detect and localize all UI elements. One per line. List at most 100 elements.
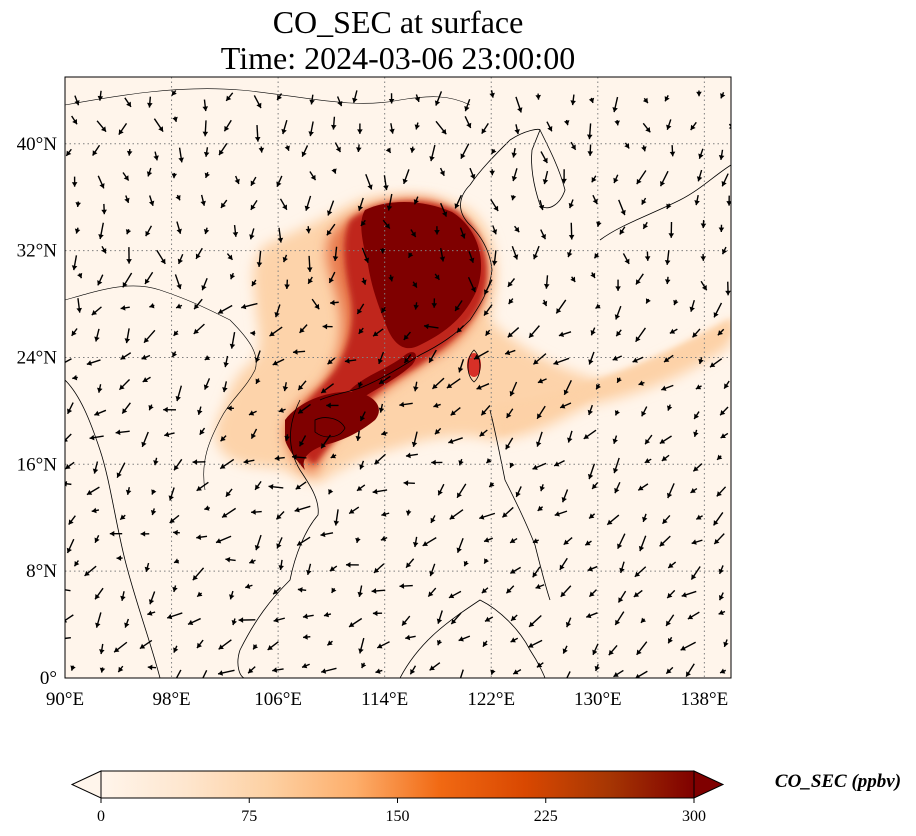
wind-arrow — [637, 483, 649, 491]
wind-arrow — [430, 515, 436, 524]
wind-arrow — [698, 148, 704, 159]
wind-arrow — [357, 123, 363, 134]
wind-arrow — [429, 144, 436, 162]
wind-arrow — [122, 172, 130, 181]
wind-arrow — [357, 197, 364, 211]
wind-arrow — [298, 435, 307, 447]
wind-arrow — [331, 168, 337, 174]
wind-arrow — [713, 533, 725, 545]
wind-arrow — [94, 409, 107, 416]
wind-arrow — [591, 482, 599, 490]
wind-arrow — [509, 462, 515, 469]
wind-arrow — [401, 615, 411, 626]
wind-arrow — [528, 614, 542, 628]
wind-arrow — [666, 589, 676, 599]
wind-arrow — [172, 116, 178, 123]
wind-arrow — [661, 384, 674, 391]
wind-arrow — [175, 385, 183, 402]
wind-arrow — [215, 535, 232, 544]
wind-arrow — [147, 610, 156, 616]
wind-arrow — [301, 145, 309, 157]
wind-arrow — [305, 226, 312, 234]
wind-arrow — [150, 508, 157, 516]
wind-arrow — [459, 227, 466, 239]
wind-arrow — [334, 142, 342, 153]
wind-arrow — [153, 457, 159, 466]
wind-arrow — [429, 563, 436, 577]
wind-arrow — [326, 200, 335, 216]
wind-arrow — [509, 537, 518, 544]
wind-arrow — [690, 487, 698, 494]
wind-arrow — [505, 408, 514, 419]
wind-arrow — [173, 558, 180, 564]
wind-arrow — [459, 669, 464, 678]
wind-arrow — [586, 123, 593, 140]
wind-arrow — [253, 95, 262, 109]
wind-arrow — [532, 245, 540, 260]
wind-arrow — [169, 514, 180, 524]
wind-arrow — [559, 402, 572, 409]
wind-arrow — [65, 614, 74, 623]
wind-arrow — [507, 278, 516, 288]
wind-arrow — [456, 325, 465, 333]
wind-arrow — [464, 116, 472, 129]
wind-arrow — [241, 302, 258, 310]
wind-arrow — [195, 247, 203, 260]
colorbar-ticks: 0 75 150 225 300 — [97, 798, 706, 825]
wind-arrow — [664, 250, 671, 265]
wind-arrow — [457, 359, 465, 373]
wind-arrow — [220, 199, 228, 209]
wind-arrow — [333, 509, 340, 526]
wind-arrow — [536, 431, 543, 447]
wind-arrow — [248, 410, 257, 416]
wind-arrow — [485, 457, 492, 464]
wind-arrow — [434, 427, 442, 435]
wind-arrow — [614, 481, 621, 494]
wind-arrow — [204, 172, 210, 179]
wind-arrow — [96, 120, 107, 133]
coastline-indochina — [237, 399, 319, 678]
wind-arrow — [505, 437, 514, 450]
wind-arrow — [86, 486, 100, 496]
wind-arrow — [311, 298, 320, 310]
wind-arrow — [619, 561, 625, 574]
wind-arrow — [482, 640, 488, 648]
wind-arrow — [405, 452, 418, 459]
wind-arrow — [166, 612, 183, 620]
wind-arrow — [322, 323, 333, 330]
wind-arrow — [464, 99, 471, 112]
x-tick-label: 114°E — [361, 689, 408, 710]
wind-arrow — [642, 513, 648, 523]
wind-arrow — [147, 664, 157, 671]
wind-arrow — [65, 481, 72, 487]
wind-arrow — [662, 514, 671, 525]
wind-arrow — [403, 480, 415, 486]
wind-arrow — [467, 276, 476, 293]
wind-arrow — [528, 325, 540, 339]
co-sec-plume — [215, 194, 731, 483]
wind-arrow — [719, 668, 727, 674]
wind-arrow — [483, 304, 493, 316]
wind-arrow — [632, 356, 644, 363]
wind-arrow — [595, 303, 601, 310]
wind-arrow — [435, 120, 447, 135]
wind-arrow — [251, 279, 257, 287]
wind-arrow — [71, 176, 78, 187]
wind-arrow — [274, 455, 285, 461]
wind-arrow — [634, 670, 648, 678]
wind-arrow — [695, 384, 702, 390]
wind-arrow — [696, 90, 702, 97]
wind-arrow — [332, 246, 339, 261]
wind-arrow — [148, 195, 155, 207]
wind-arrow — [618, 199, 626, 216]
wind-arrow — [665, 614, 675, 627]
wind-arrow — [515, 96, 523, 113]
wind-arrow — [75, 201, 81, 208]
wind-arrow — [645, 298, 651, 304]
wind-arrow — [163, 406, 176, 413]
wind-arrow — [481, 123, 489, 135]
wind-arrow — [277, 227, 284, 243]
wind-arrow — [295, 481, 307, 490]
wind-arrow — [469, 167, 476, 180]
